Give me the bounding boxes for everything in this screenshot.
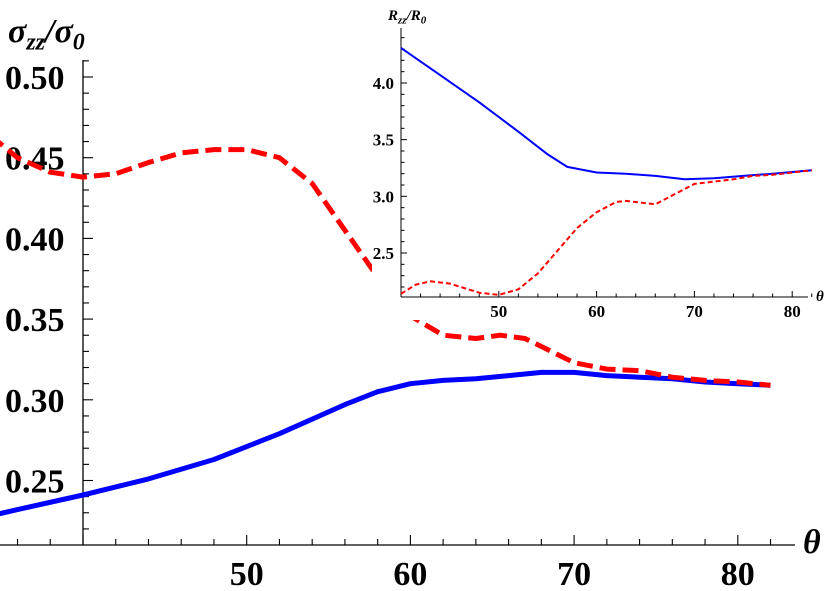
inset-y-tick-label: 2.5 [373,244,394,263]
inset-chart: 50 60 70 80 2.5 3.0 3.5 4.0 Rzz/R0 θ [372,8,824,321]
inset-y-tick-label: 3.5 [373,131,394,150]
y-tick-label: 0.25 [5,464,65,501]
inset-x-tick-label: 80 [784,302,801,321]
x-tick-label: 60 [393,556,427,591]
inset-series-line-red-dashed [400,169,812,296]
x-tick-label: 80 [721,556,755,591]
x-tick-label: 50 [230,556,264,591]
inset-x-tick-label: 70 [686,302,703,321]
y-tick-label: 0.40 [5,221,65,258]
series-line-blue-solid [0,369,771,517]
inset-series-line-blue-solid [400,47,812,181]
inset-axes: 50 60 70 80 2.5 3.0 3.5 4.0 [373,28,813,321]
y-axis-title: σzz/σ0 [8,13,85,55]
y-tick-label: 0.35 [5,302,65,339]
y-tick-label: 0.30 [5,383,65,420]
inset-y-tick-label: 4.0 [373,74,394,93]
inset-x-axis-title: θ [816,289,824,305]
main-axes: 50 60 70 800.250.300.350.400.450.50 [0,60,795,591]
inset-x-tick-label: 60 [588,302,605,321]
inset-x-tick-label: 50 [490,302,507,321]
inset-background [372,20,810,320]
inset-y-tick-label: 3.0 [373,187,394,206]
inset-y-axis-title: Rzz/R0 [387,8,427,26]
y-tick-label: 0.50 [5,60,65,97]
inset-series-layer [400,47,812,296]
x-tick-label: 70 [557,556,591,591]
x-axis-title: θ [803,524,821,561]
